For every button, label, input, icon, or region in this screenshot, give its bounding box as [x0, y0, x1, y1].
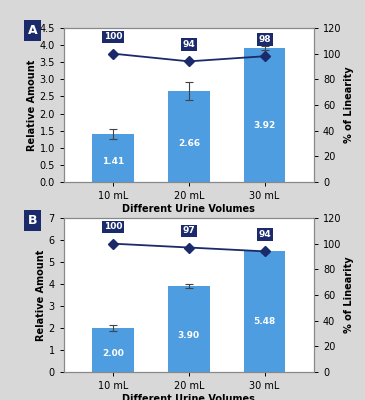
Bar: [244, 252, 285, 372]
Text: 1.41: 1.41: [102, 157, 124, 166]
Text: 3.92: 3.92: [254, 121, 276, 130]
Bar: [92, 328, 134, 372]
Text: 2.00: 2.00: [102, 349, 124, 358]
Text: 97: 97: [182, 226, 195, 235]
Text: 5.48: 5.48: [254, 317, 276, 326]
Y-axis label: % of Linearity: % of Linearity: [344, 67, 354, 143]
Text: 2.66: 2.66: [178, 139, 200, 148]
Y-axis label: Relative Amount: Relative Amount: [27, 59, 36, 151]
Bar: [168, 91, 210, 182]
Text: 100: 100: [104, 32, 122, 41]
X-axis label: Different Urine Volumes: Different Urine Volumes: [122, 394, 255, 400]
Text: B: B: [28, 214, 38, 227]
Text: 94: 94: [182, 40, 195, 49]
Bar: [92, 134, 134, 182]
Y-axis label: % of Linearity: % of Linearity: [344, 257, 354, 333]
X-axis label: Different Urine Volumes: Different Urine Volumes: [122, 204, 255, 214]
Text: 94: 94: [258, 230, 271, 239]
Text: 3.90: 3.90: [178, 332, 200, 340]
Text: 98: 98: [258, 35, 271, 44]
Text: 100: 100: [104, 222, 122, 231]
Bar: [168, 286, 210, 372]
Text: A: A: [28, 24, 38, 37]
Bar: [244, 48, 285, 182]
Y-axis label: Relative Amount: Relative Amount: [36, 249, 46, 341]
